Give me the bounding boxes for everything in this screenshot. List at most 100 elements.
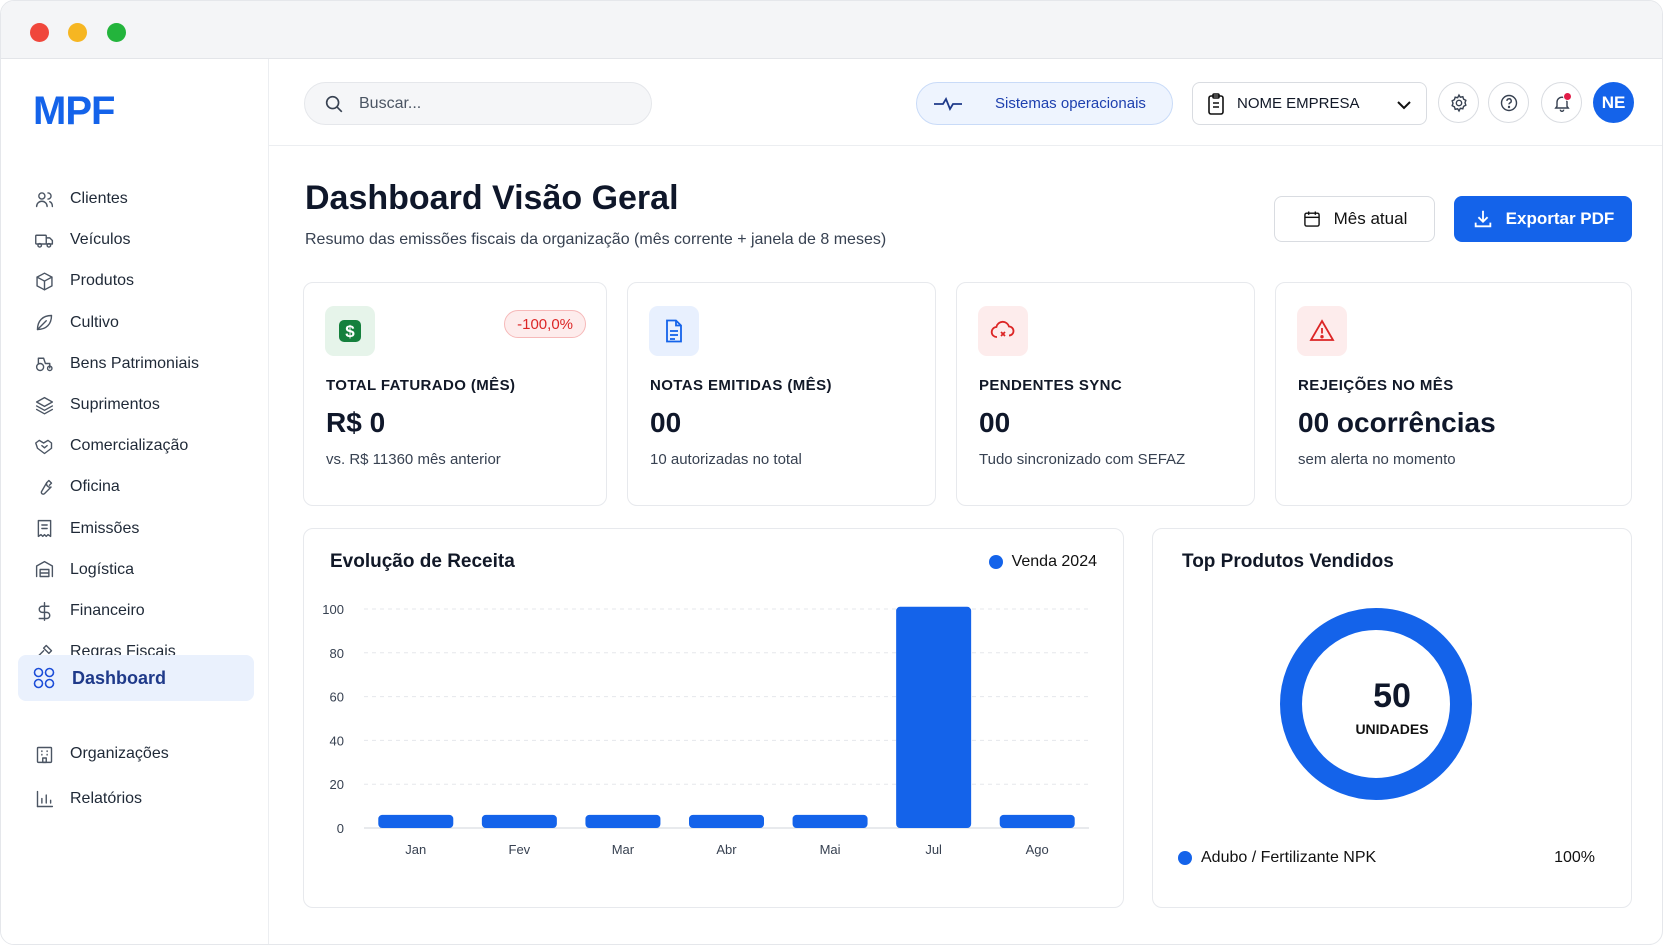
search-input[interactable]: [359, 94, 609, 113]
sidebar-item-logistica[interactable]: Logística: [33, 555, 134, 585]
bar-ago[interactable]: [999, 814, 1075, 828]
leaf-icon: [33, 312, 55, 334]
sidebar-item-label: Dashboard: [72, 667, 167, 688]
kpi-card-rejeicoes: REJEIÇÕES NO MÊS 00 ocorrências sem aler…: [1275, 282, 1632, 506]
sidebar-item-label: Suprimentos: [70, 396, 160, 413]
sidebar-item-label: Cultivo: [70, 313, 119, 331]
download-icon: [1474, 210, 1491, 228]
search-box[interactable]: [304, 82, 652, 125]
clipboard-icon: [1208, 92, 1224, 115]
products-donut-chart: [1280, 608, 1472, 800]
sidebar-item-oficina[interactable]: Oficina: [33, 472, 120, 502]
legend-percent: 100%: [1554, 849, 1595, 866]
company-label: NOME EMPRESA: [1237, 95, 1360, 112]
donut-legend-percent: 100%: [1554, 849, 1595, 867]
maximize-window-button[interactable]: [107, 23, 126, 42]
sidebar-item-comercializacao[interactable]: Comercialização: [33, 431, 188, 461]
activity-icon: [934, 96, 962, 111]
export-pdf-button[interactable]: Exportar PDF: [1454, 196, 1632, 242]
users-icon: [33, 188, 55, 210]
sidebar-item-relatorios[interactable]: Relatórios: [33, 784, 142, 814]
donut-slice[interactable]: [1280, 608, 1472, 800]
donut-legend-item: Adubo / Fertilizante NPK: [1178, 849, 1376, 867]
bar-mar[interactable]: [585, 814, 661, 828]
x-tick-label: Mar: [612, 842, 635, 857]
handshake-icon: [33, 435, 55, 457]
box-icon: [33, 270, 55, 292]
sidebar-item-cultivo[interactable]: Cultivo: [33, 308, 119, 338]
top-products-panel: Top Produtos Vendidos 50 UNIDADES Adubo …: [1152, 528, 1632, 908]
export-pdf-label: Exportar PDF: [1505, 209, 1615, 228]
calendar-icon: [1303, 211, 1320, 227]
kpi-value: 00: [979, 407, 1011, 438]
legend-label: Venda 2024: [1011, 553, 1097, 570]
sidebar-item-label: Bens Patrimoniais: [70, 354, 199, 372]
revenue-chart-panel: Evolução de Receita Venda 2024 0 20 40 60 80…: [303, 528, 1124, 908]
kpi-icon-box: [1297, 306, 1347, 356]
notification-badge: [1563, 92, 1572, 101]
x-tick-label: Ago: [1026, 842, 1049, 857]
kpi-label: REJEIÇÕES NO MÊS: [1298, 377, 1454, 394]
logo[interactable]: MPF: [33, 89, 115, 133]
bar-fev[interactable]: [481, 814, 557, 828]
sidebar-item-label: Clientes: [70, 190, 128, 207]
bar-abr[interactable]: [689, 814, 764, 828]
legend-label: Adubo / Fertilizante NPK: [1201, 849, 1377, 866]
gear-icon: [1450, 93, 1467, 112]
sidebar-item-label: Financeiro: [70, 602, 145, 619]
kpi-card-pendentes-sync: PENDENTES SYNC 00 Tudo sincronizado com …: [956, 282, 1255, 506]
bar-mai[interactable]: [792, 814, 868, 828]
help-button[interactable]: [1488, 82, 1529, 123]
kpi-value: 00 ocorrências: [1298, 407, 1496, 438]
sidebar-item-label: Produtos: [70, 272, 135, 290]
sidebar-item-veiculos[interactable]: Veículos: [33, 225, 130, 255]
kpi-value: 00: [650, 407, 682, 438]
y-tick-label: 0: [337, 821, 344, 836]
kpi-icon-box: [978, 306, 1028, 356]
donut-center-value: 50: [1373, 677, 1411, 715]
chevron-down-icon: [1397, 101, 1411, 110]
company-selector[interactable]: NOME EMPRESA: [1192, 82, 1427, 125]
sidebar-item-emissoes[interactable]: Emissões: [33, 514, 139, 544]
notifications-button[interactable]: [1541, 82, 1582, 123]
kpi-value: R$ 0: [326, 407, 386, 438]
grid-icon: [33, 667, 55, 689]
settings-button[interactable]: [1438, 82, 1479, 123]
sidebar-item-dashboard[interactable]: Dashboard: [18, 655, 254, 701]
kpi-icon-box: [649, 306, 699, 356]
kpi-subtext: sem alerta no momento: [1298, 451, 1456, 468]
sidebar-item-clientes[interactable]: Clientes: [33, 184, 128, 214]
legend-swatch: [988, 555, 1003, 569]
sidebar-item-bens-patrimoniais[interactable]: Bens Patrimoniais: [33, 349, 199, 379]
sidebar-item-organizacoes[interactable]: Organizações: [33, 739, 169, 769]
sidebar-item-label: Emissões: [70, 519, 140, 537]
bar-jan[interactable]: [378, 814, 454, 828]
current-month-button[interactable]: Mês atual: [1274, 196, 1435, 242]
avatar[interactable]: NE: [1593, 82, 1634, 123]
x-tick-label: Abr: [716, 842, 737, 857]
kpi-card-total-faturado: $ -100,0% TOTAL FATURADO (MÊS) R$ 0 vs. …: [303, 282, 607, 506]
x-tick-label: Mai: [820, 842, 841, 857]
minimize-window-button[interactable]: [68, 23, 87, 42]
topbar: Sistemas operacionais NOME EMPRESA NE: [269, 59, 1662, 146]
bar-chart-icon: [33, 788, 55, 810]
cloud-off-icon: [990, 320, 1015, 338]
close-window-button[interactable]: [30, 23, 49, 42]
page-title: Dashboard Visão Geral: [305, 179, 679, 217]
bar-jul[interactable]: [896, 606, 972, 828]
kpi-subtext: vs. R$ 11360 mês anterior: [326, 451, 501, 468]
dollar-icon: $: [339, 320, 361, 342]
warning-icon: [1309, 319, 1335, 341]
kpi-label: NOTAS EMITIDAS (MÊS): [650, 377, 832, 394]
building-icon: [33, 743, 55, 765]
window-titlebar: [1, 1, 1662, 59]
sidebar-item-produtos[interactable]: Produtos: [33, 266, 134, 296]
donut-center-label: UNIDADES: [1355, 721, 1429, 737]
truck-icon: [33, 229, 55, 251]
sidebar-item-suprimentos[interactable]: Suprimentos: [33, 390, 160, 420]
system-status-button[interactable]: Sistemas operacionais: [916, 82, 1173, 125]
sidebar-item-financeiro[interactable]: Financeiro: [33, 596, 145, 626]
change-badge: -100,0%: [504, 310, 586, 338]
kpi-subtext: 10 autorizadas no total: [650, 451, 802, 468]
